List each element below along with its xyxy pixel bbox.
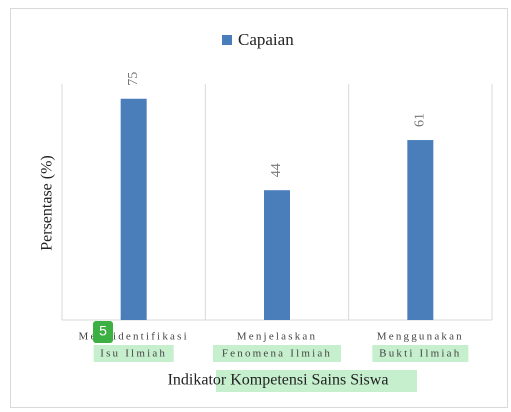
badge xyxy=(93,321,113,343)
x-tick-label: Isu Ilmiah xyxy=(100,348,167,360)
y-axis-label: Persentase (%) xyxy=(39,155,56,251)
highlight xyxy=(216,370,417,392)
badge-label: 5 xyxy=(99,323,107,339)
x-axis-label: Indikator Kompetensi Sains Siswa xyxy=(168,372,389,389)
highlight xyxy=(93,345,174,362)
x-tick-label: Menggunakan xyxy=(377,331,464,343)
value-label: 61 xyxy=(413,113,428,127)
legend-swatch xyxy=(222,35,232,45)
bar xyxy=(120,98,147,320)
x-tick-label: Menjelaskan xyxy=(237,331,317,343)
value-label: 44 xyxy=(269,163,284,177)
bar xyxy=(407,140,434,320)
x-tick-label: Fenomena Ilmiah xyxy=(222,348,332,360)
highlight xyxy=(213,345,341,362)
bar xyxy=(264,190,290,320)
legend-label: Capaian xyxy=(238,30,294,49)
value-label: 75 xyxy=(126,72,141,86)
highlight xyxy=(372,345,469,362)
x-tick-label: Bukti Ilmiah xyxy=(379,348,461,360)
